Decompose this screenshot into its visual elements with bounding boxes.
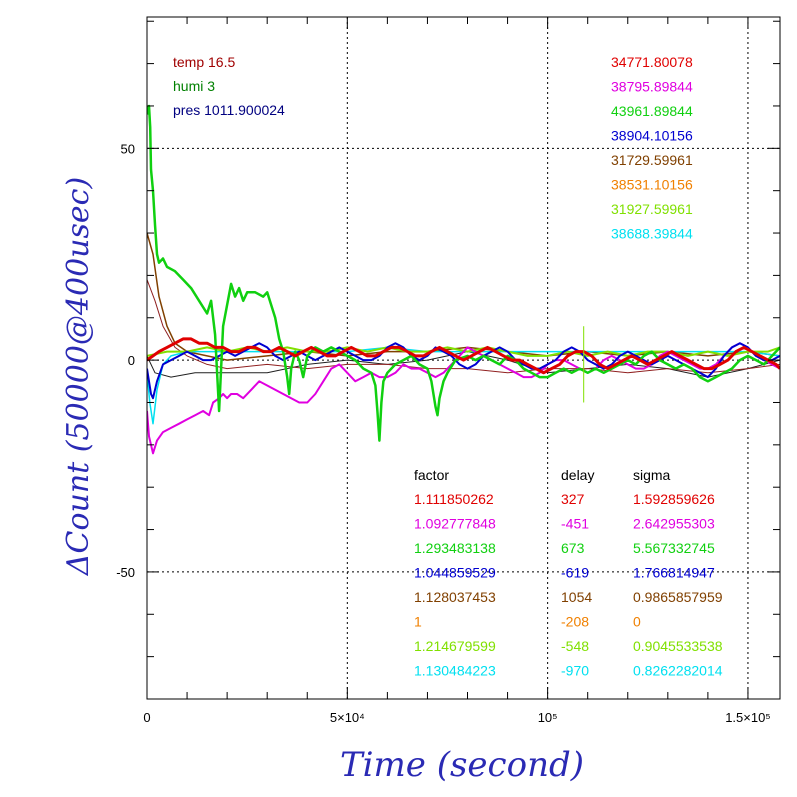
table-cell-sigma: 1.766814947 bbox=[633, 565, 715, 581]
table-header: factor bbox=[414, 467, 449, 483]
table-cell-delay: 1054 bbox=[561, 589, 592, 605]
env-legend-entry: temp 16.5 bbox=[173, 54, 235, 70]
table-cell-delay: -970 bbox=[561, 663, 589, 679]
table-cell-factor: 1.044859529 bbox=[414, 565, 496, 581]
x-tick-label: 10⁵ bbox=[538, 710, 558, 725]
axis-ticks bbox=[147, 17, 780, 699]
env-legend-entry: humi 3 bbox=[173, 78, 215, 94]
table-cell-factor: 1.293483138 bbox=[414, 540, 496, 556]
tick-labels: 0 5×10⁴ 10⁵ 1.5×10⁵ 50 0 -50 bbox=[116, 141, 771, 725]
table-cell-factor: 1.128037453 bbox=[414, 589, 496, 605]
baseline-entry: 43961.89844 bbox=[611, 103, 693, 119]
table-cell-sigma: 2.642955303 bbox=[633, 516, 715, 532]
baseline-entry: 34771.80078 bbox=[611, 54, 693, 70]
table-cell-sigma: 0 bbox=[633, 614, 641, 630]
x-tick-label: 5×10⁴ bbox=[330, 710, 365, 725]
table-cell-factor: 1.092777848 bbox=[414, 516, 496, 532]
y-tick-label: 0 bbox=[128, 353, 135, 368]
table-cell-sigma: 0.9045533538 bbox=[633, 638, 723, 654]
table-cell-sigma: 0.9865857959 bbox=[633, 589, 723, 605]
baseline-entry: 38904.10156 bbox=[611, 128, 693, 144]
x-tick-label: 0 bbox=[143, 710, 150, 725]
baseline-entry: 38795.89844 bbox=[611, 79, 693, 95]
param-table: factor delay sigma 1.111850262 327 1.59285962… bbox=[414, 467, 723, 679]
baseline-entry: 38688.39844 bbox=[611, 226, 693, 242]
y-tick-label: 50 bbox=[121, 141, 135, 156]
table-header: sigma bbox=[633, 467, 671, 483]
table-cell-sigma: 1.592859626 bbox=[633, 491, 715, 507]
table-cell-delay: -548 bbox=[561, 638, 589, 654]
table-cell-delay: -451 bbox=[561, 516, 589, 532]
table-cell-delay: 327 bbox=[561, 491, 585, 507]
table-cell-factor: 1.111850262 bbox=[414, 491, 494, 507]
env-legend: temp 16.5 humi 3 pres 1011.900024 bbox=[173, 54, 285, 118]
x-axis-title: Time (second) bbox=[340, 745, 584, 785]
baseline-entry: 31729.59961 bbox=[611, 152, 693, 168]
baseline-entry: 38531.10156 bbox=[611, 177, 693, 193]
series-line-5 bbox=[147, 342, 780, 455]
series-line-8 bbox=[147, 337, 780, 375]
table-header: delay bbox=[561, 467, 594, 483]
plot-frame bbox=[146, 16, 781, 700]
series-line-2 bbox=[147, 279, 780, 374]
table-cell-sigma: 0.8262282014 bbox=[633, 663, 723, 679]
y-axis-title: ΔCount (50000@400usec) bbox=[61, 177, 96, 576]
env-legend-entry: pres 1011.900024 bbox=[173, 102, 285, 118]
series-line-7 bbox=[147, 104, 780, 442]
table-cell-factor: 1 bbox=[414, 614, 422, 630]
table-cell-factor: 1.214679599 bbox=[414, 638, 496, 654]
baseline-legend: 34771.80078 38795.89844 43961.89844 38904.1… bbox=[611, 54, 693, 242]
y-tick-label: -50 bbox=[116, 565, 135, 580]
table-cell-sigma: 5.567332745 bbox=[633, 540, 715, 556]
x-tick-label: 1.5×10⁵ bbox=[725, 710, 771, 725]
table-cell-delay: -208 bbox=[561, 614, 589, 630]
series-layer bbox=[147, 104, 780, 455]
table-cell-factor: 1.130484223 bbox=[414, 663, 496, 679]
series-line-6 bbox=[147, 342, 780, 400]
table-cell-delay: -619 bbox=[561, 565, 589, 581]
table-cell-delay: 673 bbox=[561, 540, 585, 556]
baseline-entry: 31927.59961 bbox=[611, 201, 693, 217]
